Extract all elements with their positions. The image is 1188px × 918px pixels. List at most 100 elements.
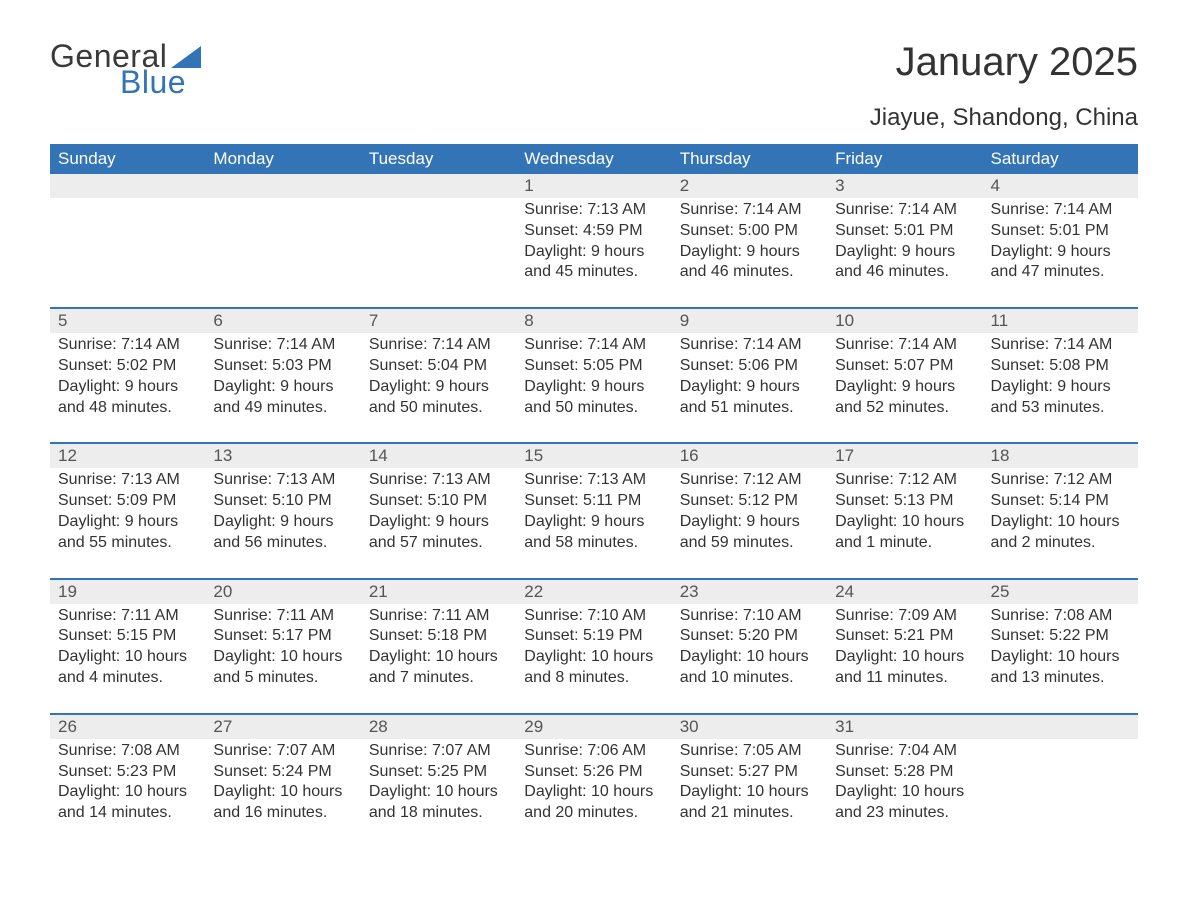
daylight-line: Daylight: 10 hours and 11 minutes. [835,648,964,686]
daylight-line: Daylight: 9 hours and 45 minutes. [524,243,644,281]
day-details: Sunrise: 7:08 AMSunset: 5:23 PMDaylight:… [58,739,197,824]
day-number: 19 [58,582,197,602]
sunrise-line: Sunrise: 7:10 AM [524,607,646,624]
sunrise-line: Sunrise: 7:12 AM [835,471,957,488]
sunset-line: Sunset: 5:00 PM [680,222,798,239]
content-row: Sunrise: 7:14 AMSunset: 5:02 PMDaylight:… [50,333,1138,443]
daynum-cell: 9 [672,308,827,333]
daynum-cell [361,174,516,198]
day-cell: Sunrise: 7:14 AMSunset: 5:07 PMDaylight:… [827,333,982,443]
day-header-cell: Tuesday [361,144,516,174]
sunrise-line: Sunrise: 7:14 AM [991,201,1113,218]
day-header-cell: Monday [205,144,360,174]
day-cell: Sunrise: 7:09 AMSunset: 5:21 PMDaylight:… [827,604,982,714]
sunrise-line: Sunrise: 7:11 AM [369,607,490,624]
day-cell: Sunrise: 7:14 AMSunset: 5:08 PMDaylight:… [983,333,1138,443]
daylight-line: Daylight: 9 hours and 55 minutes. [58,513,178,551]
day-cell: Sunrise: 7:13 AMSunset: 5:11 PMDaylight:… [516,468,671,578]
day-details: Sunrise: 7:12 AMSunset: 5:12 PMDaylight:… [680,468,819,553]
daynum-row: 12131415161718 [50,443,1138,468]
day-number: 27 [213,717,352,737]
day-details: Sunrise: 7:14 AMSunset: 5:03 PMDaylight:… [213,333,352,418]
day-details: Sunrise: 7:13 AMSunset: 5:09 PMDaylight:… [58,468,197,553]
day-cell: Sunrise: 7:13 AMSunset: 5:09 PMDaylight:… [50,468,205,578]
day-cell: Sunrise: 7:10 AMSunset: 5:19 PMDaylight:… [516,604,671,714]
daynum-cell: 24 [827,579,982,604]
day-details: Sunrise: 7:13 AMSunset: 5:11 PMDaylight:… [524,468,663,553]
sunrise-line: Sunrise: 7:07 AM [369,742,491,759]
daylight-line: Daylight: 9 hours and 51 minutes. [680,378,800,416]
day-details: Sunrise: 7:04 AMSunset: 5:28 PMDaylight:… [835,739,974,824]
day-cell: Sunrise: 7:14 AMSunset: 5:05 PMDaylight:… [516,333,671,443]
daylight-line: Daylight: 9 hours and 58 minutes. [524,513,644,551]
daynum-cell [205,174,360,198]
day-cell [361,198,516,308]
day-cell [50,198,205,308]
daynum-cell: 26 [50,714,205,739]
day-details: Sunrise: 7:14 AMSunset: 5:02 PMDaylight:… [58,333,197,418]
day-details: Sunrise: 7:09 AMSunset: 5:21 PMDaylight:… [835,604,974,689]
daynum-cell: 2 [672,174,827,198]
day-cell: Sunrise: 7:13 AMSunset: 4:59 PMDaylight:… [516,198,671,308]
daylight-line: Daylight: 9 hours and 50 minutes. [369,378,489,416]
day-number: 26 [58,717,197,737]
day-header-row: SundayMondayTuesdayWednesdayThursdayFrid… [50,144,1138,174]
daylight-line: Daylight: 10 hours and 20 minutes. [524,783,653,821]
header: General Blue January 2025 [50,40,1138,98]
day-number: 29 [524,717,663,737]
day-number: 5 [58,311,197,331]
sunset-line: Sunset: 5:26 PM [524,763,642,780]
day-cell: Sunrise: 7:14 AM Sunset: 5:01 PM Daylight:… [827,198,982,308]
sunset-line: Sunset: 5:05 PM [524,357,642,374]
day-details: Sunrise: 7:13 AMSunset: 4:59 PMDaylight:… [524,198,663,283]
daylight-line: Daylight: 9 hours and 59 minutes. [680,513,800,551]
sunset-line: Sunset: 5:18 PM [369,627,487,644]
day-details: Sunrise: 7:12 AMSunset: 5:13 PMDaylight:… [835,468,974,553]
day-number: 13 [213,446,352,466]
day-number: 9 [680,311,819,331]
content-row: Sunrise: 7:13 AMSunset: 5:09 PMDaylight:… [50,468,1138,578]
sunrise-line: Sunrise: 7:14 AM [369,336,491,353]
day-number: 7 [369,311,508,331]
day-cell: Sunrise: 7:08 AMSunset: 5:23 PMDaylight:… [50,739,205,848]
sunrise-line: Sunrise: 7:12 AM [991,471,1113,488]
daylight-line: Daylight: 10 hours and 21 minutes. [680,783,809,821]
sunset-line: Sunset: 5:01 PM [835,222,953,239]
day-cell [205,198,360,308]
content-row: Sunrise: 7:11 AM Sunset: 5:15 PM Daylight:… [50,604,1138,714]
sunset-line: Sunset: 5:06 PM [680,357,798,374]
daylight-line: Daylight: 10 hours and 8 minutes. [524,648,653,686]
day-number: 14 [369,446,508,466]
sunset-line: Sunset: 5:15 PM [58,627,176,644]
day-details: Sunrise: 7:13 AMSunset: 5:10 PMDaylight:… [369,468,508,553]
day-details: Sunrise: 7:14 AMSunset: 5:01 PMDaylight:… [991,198,1130,283]
day-number: 31 [835,717,974,737]
day-number: 20 [213,582,352,602]
day-details: Sunrise: 7:12 AMSunset: 5:14 PMDaylight:… [991,468,1130,553]
day-cell: Sunrise: 7:14 AMSunset: 5:01 PMDaylight:… [983,198,1138,308]
sunset-line: Sunset: 5:28 PM [835,763,953,780]
sunrise-line: Sunrise: 7:14 AM [58,336,180,353]
daylight-line: Daylight: 9 hours and 49 minutes. [213,378,333,416]
sunrise-line: Sunrise: 7:14 AM [680,201,802,218]
daynum-cell: 10 [827,308,982,333]
day-cell: Sunrise: 7:14 AMSunset: 5:02 PMDaylight:… [50,333,205,443]
sunrise-line: Sunrise: 7:14 AM [835,201,957,218]
sunset-line: Sunset: 5:08 PM [991,357,1109,374]
sunrise-line: Sunrise: 7:09 AM [835,607,957,624]
sunrise-line: Sunrise: 7:11 AM [58,607,179,624]
sunset-line: Sunset: 5:25 PM [369,763,487,780]
day-cell: Sunrise: 7:05 AMSunset: 5:27 PMDaylight:… [672,739,827,848]
day-cell: Sunrise: 7:12 AMSunset: 5:14 PMDaylight:… [983,468,1138,578]
page-title: January 2025 [896,40,1138,85]
sunset-line: Sunset: 5:24 PM [213,763,331,780]
day-cell: Sunrise: 7:13 AMSunset: 5:10 PMDaylight:… [205,468,360,578]
day-number: 6 [213,311,352,331]
daynum-row: 19202122232425 [50,579,1138,604]
day-details: Sunrise: 7:14 AMSunset: 5:00 PMDaylight:… [680,198,819,283]
daylight-line: Daylight: 10 hours and 16 minutes. [213,783,342,821]
daylight-line: Daylight: 10 hours and 4 minutes. [58,648,187,686]
daylight-line: Daylight: 9 hours and 46 minutes. [835,243,955,281]
sunrise-line: Sunrise: 7:13 AM [524,471,646,488]
daynum-cell: 6 [205,308,360,333]
